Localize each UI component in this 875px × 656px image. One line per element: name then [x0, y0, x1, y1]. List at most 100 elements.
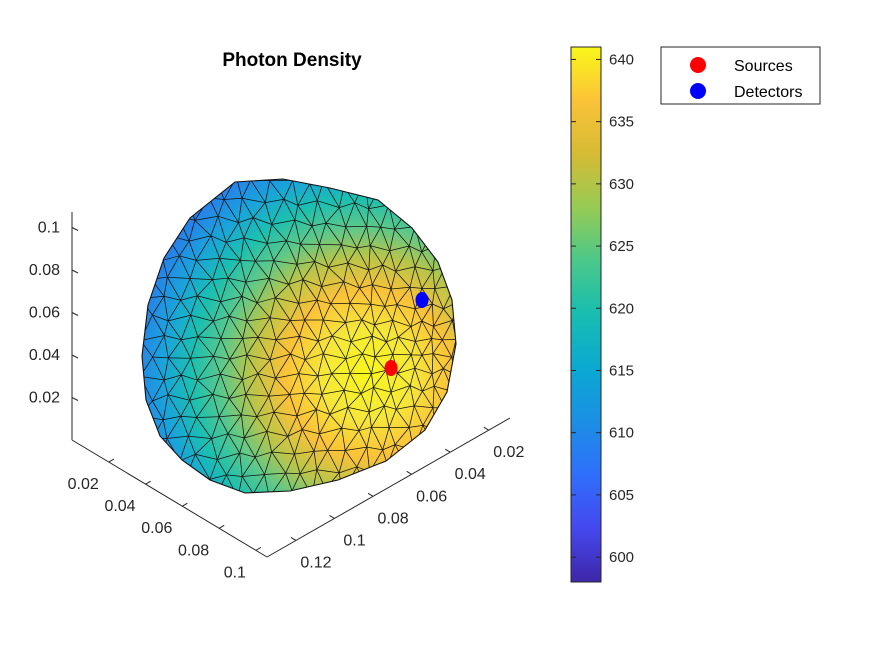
mesh-edge	[322, 335, 333, 354]
mesh-edge	[347, 407, 360, 431]
mesh-edge	[188, 417, 197, 437]
mesh-edge	[345, 303, 351, 323]
mesh-edge	[229, 354, 247, 360]
mesh-edge	[256, 411, 274, 418]
mesh-edge	[389, 245, 410, 252]
mesh-edge	[288, 279, 303, 285]
mesh-edge	[152, 356, 169, 359]
mesh-edge	[245, 281, 258, 303]
mesh-edge	[300, 243, 315, 262]
mesh-edge	[371, 373, 374, 388]
mesh-edge	[152, 314, 169, 322]
mesh-edge	[246, 336, 259, 356]
y-tick-mark	[483, 426, 490, 431]
mesh-edge	[371, 324, 375, 337]
mesh-edge	[167, 276, 191, 279]
mesh-edge	[347, 262, 369, 271]
mesh-edge	[347, 247, 358, 264]
mesh-edge	[315, 394, 323, 410]
mesh-edge	[316, 409, 330, 415]
mesh-edge	[382, 250, 391, 266]
mesh-edge	[313, 450, 328, 452]
mesh-edge	[212, 394, 220, 417]
mesh-edge	[347, 393, 362, 408]
mesh-edge	[180, 315, 192, 340]
mesh-edge	[410, 385, 423, 392]
mesh-edge	[163, 295, 181, 301]
y-tick-label: 0.06	[416, 488, 447, 505]
mesh-edge	[271, 436, 289, 453]
mesh-edge	[413, 443, 434, 451]
mesh-edge	[245, 278, 270, 283]
mesh-edge	[299, 336, 306, 360]
mesh-edge	[395, 409, 410, 428]
legend-box	[660, 46, 821, 105]
mesh-edge	[177, 196, 189, 216]
mesh-edge	[398, 336, 416, 342]
mesh-edge	[273, 411, 298, 417]
mesh-edge	[225, 242, 241, 261]
mesh-edge	[241, 282, 246, 297]
mesh-edge	[410, 320, 422, 328]
mesh-edge	[345, 225, 367, 228]
mesh-edge	[374, 324, 387, 343]
mesh-edge	[274, 297, 291, 321]
mesh-edge	[239, 452, 256, 458]
mesh-edge	[163, 277, 168, 297]
mesh-edge	[227, 414, 242, 434]
z-tick-mark	[71, 397, 79, 401]
mesh-edge	[242, 373, 259, 381]
mesh-edge	[285, 472, 293, 492]
mesh-edge	[290, 353, 300, 374]
mesh-edge	[189, 260, 197, 279]
mesh-edge	[256, 302, 271, 319]
mesh-edge	[197, 336, 214, 357]
mesh-edge	[408, 188, 416, 209]
mesh-edge	[193, 179, 217, 180]
mesh-edge	[384, 288, 392, 307]
mesh-edge	[441, 339, 453, 358]
mesh-edge	[268, 278, 276, 298]
mesh-edge	[460, 268, 472, 288]
mesh-edge	[347, 262, 360, 289]
mesh-edge	[361, 319, 375, 326]
z-tick-mark	[71, 312, 79, 316]
mesh-edge	[152, 379, 165, 402]
mesh-edge	[394, 427, 410, 445]
detector-marker	[415, 292, 429, 308]
mesh-edge	[302, 279, 318, 301]
mesh-edge	[268, 378, 276, 397]
mesh-edge	[303, 375, 319, 394]
mesh-edge	[432, 339, 443, 354]
mesh-edge	[165, 481, 179, 493]
mesh-edge	[395, 271, 411, 288]
mesh-edge	[266, 431, 288, 437]
mesh-edge	[226, 474, 239, 493]
mesh-edge	[328, 267, 345, 282]
mesh-edge	[369, 227, 382, 246]
mesh-edge	[160, 179, 166, 199]
mesh-edge	[245, 394, 269, 397]
mesh-edge	[268, 260, 275, 279]
mesh-edge	[345, 319, 362, 323]
mesh-edge	[142, 335, 165, 341]
mesh-edge	[454, 285, 456, 303]
mesh-edge	[387, 464, 409, 471]
mesh-edge	[316, 450, 328, 470]
mesh-edge	[197, 336, 221, 339]
mesh-edge	[304, 392, 322, 395]
mesh-edge	[194, 220, 212, 237]
mesh-edge	[163, 255, 180, 261]
mesh-edge	[227, 433, 241, 454]
mesh-edge	[271, 451, 295, 455]
mesh-edge	[188, 240, 197, 261]
mesh-edge	[394, 470, 409, 488]
mesh-edge	[395, 385, 411, 410]
mesh-edge	[220, 373, 230, 399]
mesh-edge	[325, 488, 343, 493]
mesh-edge	[181, 336, 198, 341]
photon-density-surface	[141, 178, 472, 494]
mesh-edge	[452, 320, 456, 325]
mesh-edge	[361, 319, 373, 337]
